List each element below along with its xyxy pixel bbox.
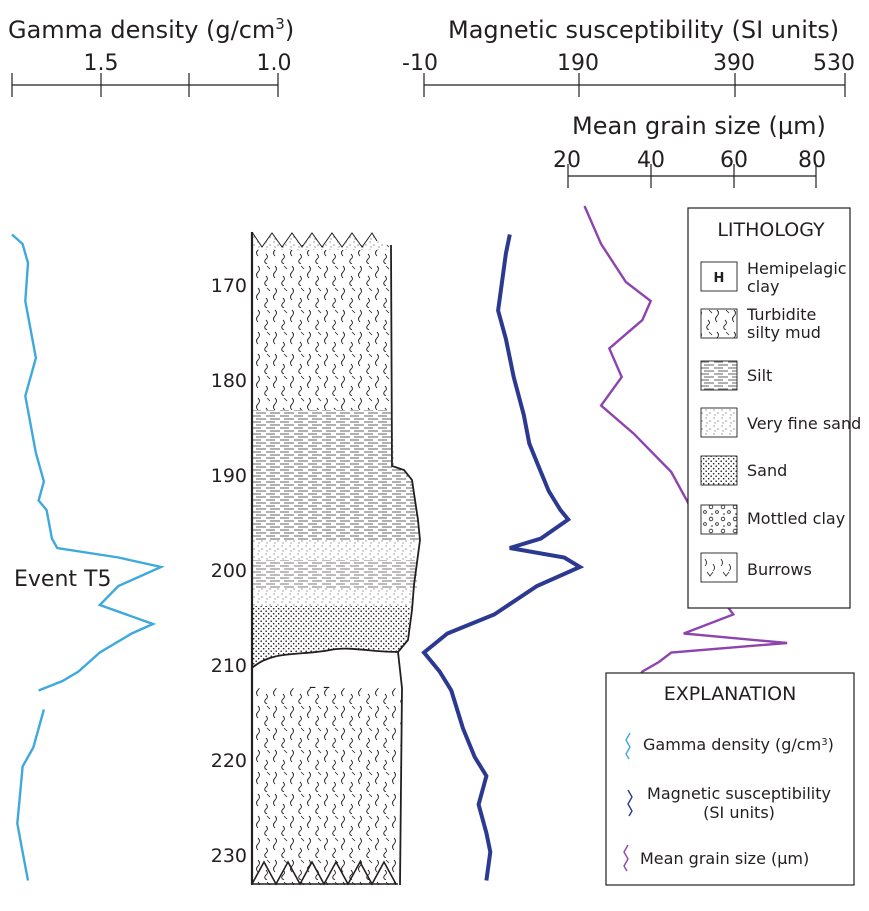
magnetic-legend-label-line2: (SI units) <box>703 803 775 822</box>
burrows-swatch <box>700 552 738 583</box>
grain-tick-label: 60 <box>720 148 748 173</box>
mottled-clay-swatch <box>700 504 738 535</box>
gamma-axis-title: Gamma density (g/cm3) <box>8 15 294 44</box>
magnetic-tick-label: 190 <box>557 51 599 76</box>
burrows-label: Burrows <box>747 560 812 579</box>
core-column: H <box>250 231 421 886</box>
grain-tick-label: 20 <box>553 148 581 173</box>
grain-axis: Mean grain size (µm) 20 40 60 80 <box>553 112 826 188</box>
hemipelagic-swatch <box>700 261 738 292</box>
mean-grain-size-curve <box>583 205 788 692</box>
silt-label: Silt <box>747 366 772 385</box>
gamma-density-curve <box>11 233 165 692</box>
mottled-clay-label: Mottled clay <box>747 509 845 528</box>
event-label: Event T5 <box>14 567 111 592</box>
turbidite-swatch <box>700 308 738 339</box>
depth-label: 220 <box>211 750 247 772</box>
grain-tick-label: 80 <box>798 148 826 173</box>
very-fine-sand-label: Very fine sand <box>747 414 861 433</box>
magnetic-legend-icon <box>627 789 633 817</box>
hemipelagic-swatch-symbol: H <box>714 271 725 286</box>
burrow-top-zigzag <box>252 232 391 250</box>
gamma-axis: Gamma density (g/cm3) 1.5 1.0 <box>8 15 294 97</box>
explanation-title: EXPLANATION <box>664 683 797 705</box>
series-layer <box>11 205 788 881</box>
depth-label: 170 <box>211 275 247 297</box>
sand-swatch <box>700 455 738 486</box>
hemipelagic-label: Hemipelagic <box>747 259 847 278</box>
silt-swatch <box>700 360 738 391</box>
hemipelagic-label-line2: clay <box>747 277 780 296</box>
grain-legend-label: Mean grain size (µm) <box>640 849 809 868</box>
magnetic-tick-label: 530 <box>813 51 855 76</box>
gamma-legend-label: Gamma density (g/cm3) <box>643 735 834 754</box>
hemipelagic-layer <box>252 648 402 688</box>
explanation-legend: EXPLANATION Gamma density (g/cm3) Magnet… <box>605 672 855 886</box>
magnetic-legend-label: Magnetic susceptibility <box>647 784 831 803</box>
very-fine-sand-swatch <box>700 407 738 438</box>
silt-layer <box>252 410 420 540</box>
magnetic-susceptibility-curve <box>421 234 585 881</box>
depth-label: 180 <box>211 370 247 392</box>
sand-label: Sand <box>747 461 787 480</box>
lithology-legend: LITHOLOGY H Hemipelagic clay Turbidite s… <box>687 207 861 609</box>
magnetic-tick-label: 390 <box>713 51 755 76</box>
depth-label: 230 <box>211 845 247 867</box>
turbidite-upper-layer <box>252 245 391 410</box>
grain-tick-label: 40 <box>637 148 665 173</box>
gamma-legend-icon <box>625 732 631 760</box>
depth-label: 200 <box>211 560 247 582</box>
lithology-title: LITHOLOGY <box>717 219 825 241</box>
depth-label: 210 <box>211 655 247 677</box>
magnetic-tick-label: -10 <box>402 51 438 76</box>
magnetic-axis-title: Magnetic susceptibility (SI units) <box>448 16 839 44</box>
gamma-tick-label: 1.0 <box>257 51 292 76</box>
magnetic-axis: Magnetic susceptibility (SI units) -10 1… <box>402 16 855 97</box>
gamma-density-curve <box>16 709 46 881</box>
turbidite-label: Turbidite <box>746 305 816 324</box>
turbidite-lower-layer <box>252 688 402 885</box>
depth-label: 190 <box>211 465 247 487</box>
grain-legend-icon <box>623 844 629 872</box>
turbidite-label-line2: silty mud <box>747 323 821 342</box>
depth-labels: 170 180 190 200 210 220 230 <box>211 275 247 867</box>
sand-layer <box>252 606 410 668</box>
gamma-tick-label: 1.5 <box>84 51 119 76</box>
grain-axis-title: Mean grain size (µm) <box>572 112 826 140</box>
